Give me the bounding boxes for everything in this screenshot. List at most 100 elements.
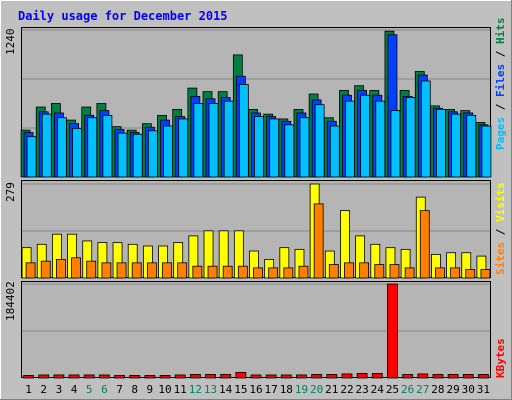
bar-sites-day-5 [86,260,97,279]
legend-item-pages: Pages [494,117,507,150]
bar-kbytes-day-22 [341,373,353,379]
bar-kbytes-day-24 [371,373,383,379]
bar-sites-day-26 [404,267,415,279]
x-tick-label-day-17: 17 [265,383,278,396]
bar-pages-day-9 [147,130,158,178]
bar-kbytes-day-9 [144,375,156,379]
bar-sites-day-20 [313,203,324,279]
legend-item-hits: Hits [494,18,507,45]
bar-pages-day-22 [345,100,355,178]
bar-pages-day-19 [299,117,310,178]
plot-area-kbytes [21,281,491,378]
bar-pages-day-27 [420,80,431,178]
x-tick-label-day-6: 6 [101,383,108,396]
x-tick-label-day-3: 3 [56,383,63,396]
bar-pages-day-14 [223,100,234,178]
bar-kbytes-day-13 [205,374,216,379]
bar-kbytes-day-21 [326,374,338,379]
bar-sites-day-9 [146,262,157,279]
bar-kbytes-day-7 [114,375,125,379]
legend-item-kbytes: KBytes [494,338,507,378]
x-tick-label-day-5: 5 [86,383,93,396]
bar-kbytes-day-12 [189,374,201,379]
x-tick-label-day-9: 9 [147,383,154,396]
bar-kbytes-day-3 [53,374,65,379]
bar-sites-day-17 [268,267,279,279]
bar-sites-day-10 [162,262,172,279]
legend-separator: / [494,44,507,64]
bar-pages-day-6 [102,114,113,178]
bar-sites-day-31 [480,269,491,279]
x-tick-label-day-16: 16 [249,383,262,396]
bar-pages-day-18 [284,124,295,178]
bar-kbytes-day-1 [23,375,34,379]
bar-sites-day-24 [374,264,385,279]
legend-item-visits: Visits [494,182,507,222]
bar-kbytes-day-15 [235,371,247,379]
bar-sites-day-22 [344,262,354,279]
bar-kbytes-day-14 [220,374,232,379]
bar-pages-day-30 [466,114,477,178]
x-tick-label-day-21: 21 [325,383,338,396]
bar-pages-day-2 [41,113,52,178]
x-tick-label-day-7: 7 [116,383,123,396]
x-tick-label-day-11: 11 [174,383,187,396]
bar-sites-day-21 [328,264,339,279]
bar-pages-day-4 [72,127,82,178]
bar-pages-day-25 [390,110,401,178]
x-tick-label-day-29: 29 [446,383,459,396]
bar-kbytes-day-17 [265,374,277,379]
bar-pages-day-28 [436,109,446,178]
x-tick-label-day-30: 30 [462,383,475,396]
bar-kbytes-day-25 [387,283,398,379]
bar-sites-day-6 [101,262,112,279]
bar-sites-day-4 [71,257,81,279]
x-tick-label-day-19: 19 [295,383,308,396]
x-tick-label-day-8: 8 [131,383,138,396]
bar-sites-day-2 [40,260,51,279]
bar-kbytes-day-6 [98,374,110,379]
bar-kbytes-day-18 [280,374,292,379]
bar-sites-day-30 [465,269,476,279]
bar-kbytes-day-23 [356,373,368,379]
bar-sites-day-15 [237,265,248,279]
bar-kbytes-day-10 [159,375,171,379]
x-tick-label-day-18: 18 [280,383,293,396]
bar-sites-day-19 [298,265,309,279]
bar-pages-day-13 [208,103,219,178]
x-tick-label-day-28: 28 [431,383,444,396]
bar-sites-day-11 [177,262,188,279]
bar-pages-day-15 [238,84,249,178]
bar-kbytes-day-19 [296,374,307,379]
legend-item-files: Files [494,64,507,97]
bar-sites-day-12 [192,265,203,279]
bar-kbytes-day-26 [402,374,414,379]
x-tick-label-day-2: 2 [40,383,47,396]
bar-sites-day-18 [283,267,294,279]
y-max-label-visits: 279 [4,182,17,202]
bar-sites-day-16 [253,267,263,279]
bar-kbytes-day-20 [311,374,323,379]
bar-pages-day-21 [329,125,340,178]
bar-pages-day-12 [193,103,204,178]
bar-sites-day-1 [25,262,36,279]
x-tick-label-day-23: 23 [356,383,369,396]
bar-kbytes-day-5 [83,374,95,379]
bar-pages-day-1 [26,136,37,178]
bar-sites-day-7 [116,262,127,279]
x-tick-label-day-20: 20 [310,383,323,396]
bar-kbytes-day-4 [68,374,80,379]
bar-pages-day-8 [132,133,143,178]
bar-pages-day-16 [254,116,264,178]
bar-pages-day-24 [375,100,386,178]
bar-kbytes-day-27 [417,373,429,379]
x-tick-label-day-27: 27 [416,383,429,396]
bar-pages-day-10 [163,125,173,178]
legend-hits: Pages / Files / Hits [494,18,507,151]
bar-sites-day-25 [389,264,400,279]
bar-kbytes-day-11 [174,374,186,379]
bar-pages-day-31 [481,125,492,178]
bar-pages-day-17 [269,118,280,178]
bar-pages-day-20 [314,104,325,178]
